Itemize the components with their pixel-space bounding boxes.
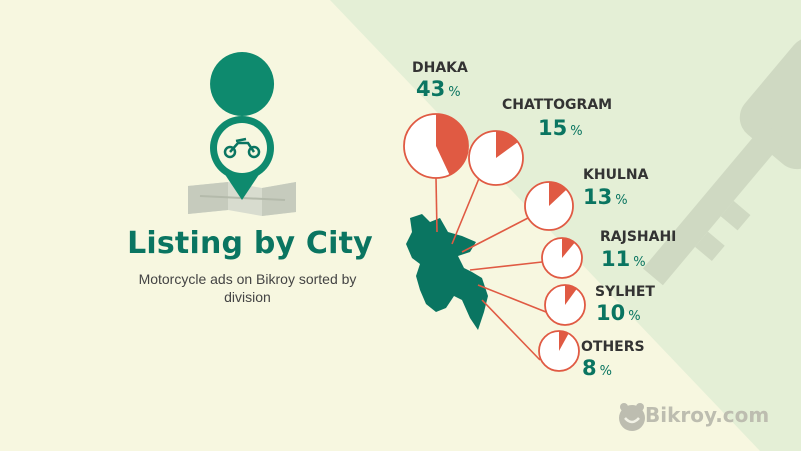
leader-line-rajshahi [469,261,543,271]
leader-line-sylhet [477,284,547,313]
pie-slice-sylhet [565,285,577,305]
percent-chattogram: 15% [538,116,583,140]
percent-others: 8% [582,356,612,380]
page-title: Listing by City [127,226,373,261]
percent-dhaka: 43% [416,77,461,101]
label-sylhet: SYLHET [595,284,655,300]
motorcycle-icon [223,137,261,159]
label-others: OTHERS [581,339,645,355]
pie-slice-dhaka [436,114,468,175]
brand-name: Bikroy.com [645,403,770,427]
label-chattogram: CHATTOGRAM [502,97,613,113]
leader-line-chattogram [451,175,481,245]
label-rajshahi: RAJSHAHI [600,229,677,245]
diagonal-panel [330,0,801,451]
leader-line-others [481,299,541,361]
pie-slice-chattogram [496,131,518,158]
percent-khulna: 13% [583,185,628,209]
page-subtitle: Motorcycle ads on Bikroy sorted by divis… [138,271,357,305]
label-dhaka: DHAKA [412,60,468,76]
map-pin-icon [210,52,275,200]
leader-line-khulna [461,217,529,253]
pie-slice-rajshahi [562,238,575,258]
percent-sylhet: 10% [596,301,641,325]
label-khulna: KHULNA [583,167,649,183]
leader-line-dhaka [435,177,438,233]
pie-slice-others [559,331,569,351]
pie-slice-khulna [549,182,567,206]
percent-rajshahi: 11% [601,247,646,271]
